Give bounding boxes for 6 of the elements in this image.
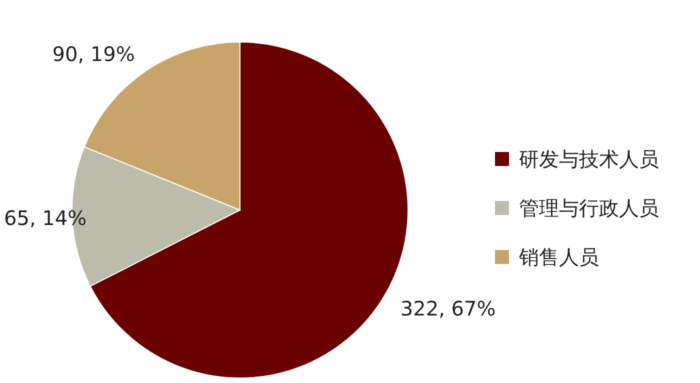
data-label: 90, 19% bbox=[52, 42, 135, 66]
legend-label: 销售人员 bbox=[518, 245, 599, 269]
data-label: 65, 14% bbox=[4, 206, 87, 230]
legend-label: 管理与行政人员 bbox=[519, 196, 659, 220]
legend-label: 研发与技术人员 bbox=[519, 147, 659, 171]
data-label: 322, 67% bbox=[400, 296, 496, 320]
